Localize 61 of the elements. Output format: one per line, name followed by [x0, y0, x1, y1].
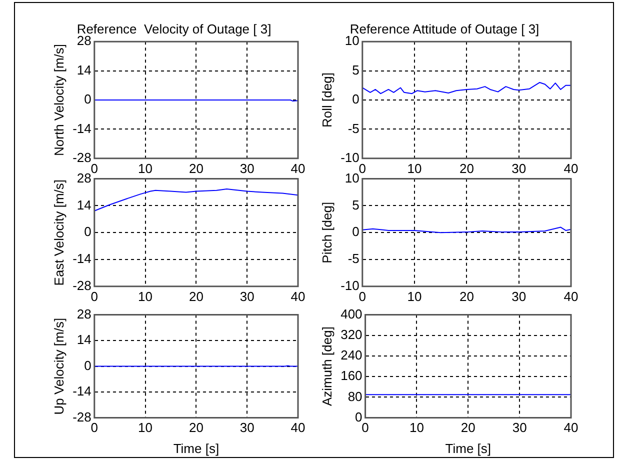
y-tick-label: 28 [76, 306, 92, 322]
y-tick-label: -28 [72, 409, 92, 424]
y-tick-label: 14 [76, 62, 92, 78]
x-tick-label: 10 [138, 288, 153, 304]
x-tick-label: 30 [512, 288, 526, 304]
y-tick-label: 0 [355, 409, 362, 424]
y-tick-label: 5 [352, 62, 360, 78]
y-tick-label: 28 [76, 170, 92, 186]
x-tick-label: 20 [460, 420, 476, 436]
y-tick-label: -14 [72, 384, 92, 399]
x-tick-label: 30 [240, 288, 254, 304]
y-tick-label: 320 [340, 326, 362, 342]
y-tick-label: 0 [352, 92, 360, 107]
y-axis-title: Roll [deg] [319, 72, 334, 128]
y-tick-label: 0 [84, 92, 92, 107]
x-tick-label: 30 [240, 160, 254, 176]
y-tick-label: 14 [76, 197, 92, 212]
y-axis-title: Up Velocity [m/s] [51, 318, 66, 415]
x-tick-label: 10 [409, 420, 424, 436]
y-tick-label: 10 [344, 170, 360, 186]
y-tick-label: -28 [72, 278, 92, 293]
x-tick-label: 30 [240, 420, 254, 436]
y-tick-label: -14 [72, 120, 92, 136]
x-tick-label: 10 [407, 160, 422, 176]
x-tick-label: 20 [188, 160, 204, 176]
y-tick-label: -10 [340, 150, 360, 165]
x-tick-label: 40 [290, 420, 306, 436]
y-tick-label: -14 [72, 251, 92, 266]
y-tick-label: -28 [72, 150, 92, 165]
x-tick-label: 40 [564, 420, 578, 436]
y-tick-label: 0 [352, 224, 360, 240]
x-tick-label: 30 [512, 420, 527, 436]
y-tick-label: 0 [84, 358, 92, 373]
x-tick-label: 20 [459, 288, 474, 304]
y-axis-title: Pitch [deg] [319, 202, 334, 264]
y-tick-label: 160 [340, 368, 362, 384]
x-tick-label: 10 [407, 288, 422, 304]
y-tick-label: 5 [352, 197, 360, 212]
x-tick-label: 20 [188, 420, 204, 436]
x-tick-label: 30 [512, 160, 526, 176]
y-axis-title: East Velocity [m/s] [51, 180, 66, 286]
x-tick-label: 10 [138, 420, 153, 436]
x-tick-label: 20 [188, 288, 204, 304]
x-tick-label: 40 [290, 288, 306, 304]
y-tick-label: -10 [340, 278, 360, 293]
y-tick-label: 80 [348, 388, 362, 404]
y-tick-label: -5 [348, 251, 360, 266]
y-tick-label: 240 [340, 348, 362, 363]
y-axis-title: Azimuth [deg] [319, 326, 334, 406]
y-tick-label: 0 [84, 224, 92, 240]
y-axis-title: North Velocity [m/s] [51, 44, 66, 156]
y-tick-label: 400 [340, 306, 362, 322]
x-tick-label: 40 [290, 160, 306, 176]
y-tick-label: -5 [348, 120, 360, 136]
x-axis-title: Time [s] [173, 440, 220, 456]
x-tick-label: 20 [459, 160, 474, 176]
x-axis-title: Time [s] [445, 440, 492, 456]
x-tick-label: 40 [564, 288, 578, 304]
x-tick-label: 10 [138, 160, 153, 176]
x-tick-label: 40 [564, 160, 578, 176]
y-tick-label: 14 [76, 332, 92, 348]
